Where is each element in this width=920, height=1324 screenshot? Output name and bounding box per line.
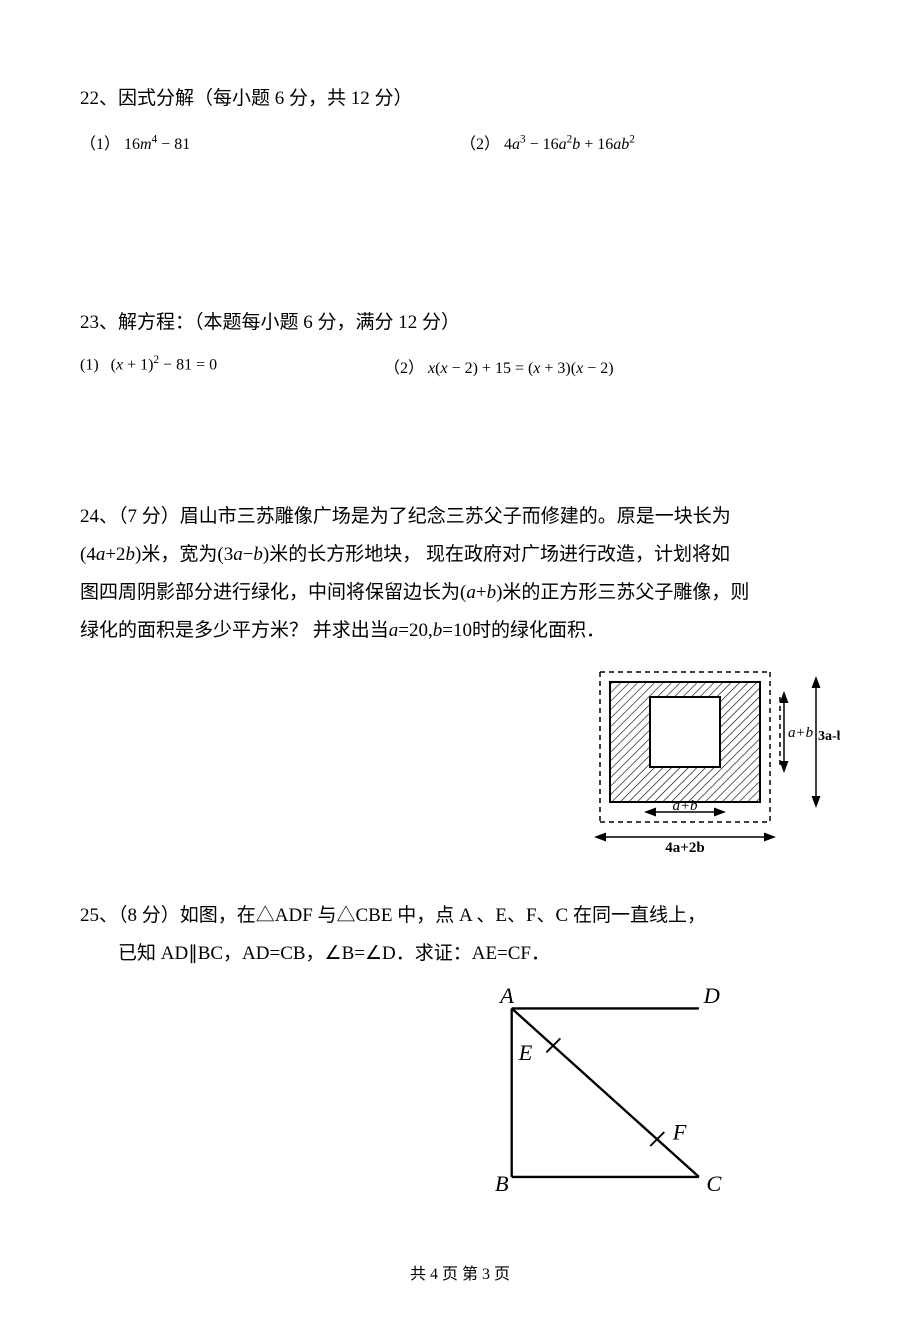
pt-F: F [672, 1119, 687, 1144]
q25-figure: A D B C E F [480, 985, 840, 1210]
q22-p1-label: （1） [80, 136, 120, 153]
pt-E: E [518, 1040, 533, 1065]
pt-A: A [498, 985, 514, 1008]
dim-outer-h: 3a-b [818, 729, 840, 744]
q23-p1-label: (1) [80, 356, 99, 373]
q22-p2-label: （2） [460, 136, 500, 153]
dim-inner-w: a+b [672, 798, 698, 814]
pt-C: C [706, 1171, 722, 1196]
q25-text: 25、（8 分）如图，在△ADF 与△CBE 中，点 A 、E、F、C 在同一直… [80, 897, 840, 973]
q24-figure: a+b 4a+2b a+b 3a-b [590, 662, 840, 867]
q23-head: 23、解方程：（本题每小题 6 分，满分 12 分） [80, 304, 840, 342]
pt-D: D [703, 985, 720, 1008]
pt-B: B [495, 1171, 509, 1196]
page-footer: 共 4 页 第 3 页 [80, 1260, 840, 1284]
q24-text: 24、（7 分）眉山市三苏雕像广场是为了纪念三苏父子而修建的。原是一块长为 (4… [80, 498, 840, 650]
dim-outer-w: 4a+2b [665, 840, 704, 856]
q23-p2-label: （2） [384, 360, 424, 377]
dim-inner-h: a+b [788, 725, 814, 741]
q22-head: 22、因式分解（每小题 6 分，共 12 分） [80, 80, 840, 118]
